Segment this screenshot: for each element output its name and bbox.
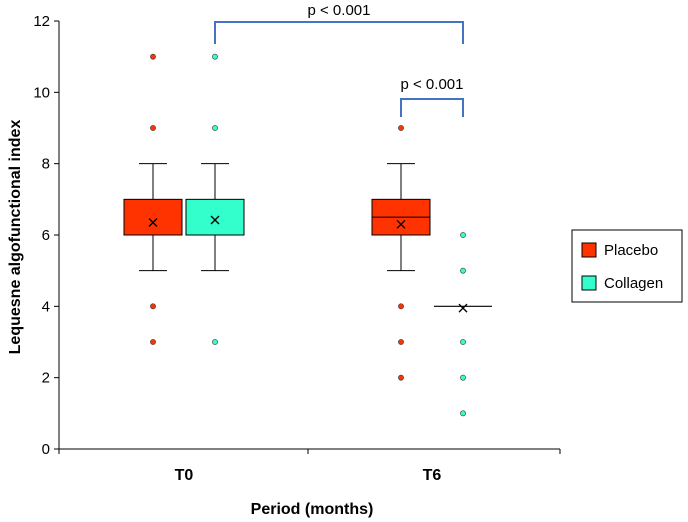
- significance-annotations: p < 0.001 p < 0.001: [214, 2, 464, 117]
- legend-swatch-placebo: [581, 242, 597, 258]
- y-tick-label: 4: [42, 298, 50, 315]
- y-tick-label: 10: [33, 84, 50, 101]
- y-tick-label: 6: [42, 227, 50, 244]
- significance-bracket: p < 0.001: [400, 76, 464, 117]
- p-value-label: p < 0.001: [401, 76, 464, 93]
- plot-area: [123, 53, 492, 417]
- outlier-point: [212, 53, 218, 60]
- y-axis: 0 2 4 6 8 10 12: [33, 13, 60, 458]
- outlier-point: [460, 267, 466, 274]
- outlier-point: [398, 339, 404, 345]
- p-value-label: p < 0.001: [308, 2, 371, 19]
- box-collagen-t0: [185, 53, 245, 345]
- bracket-line: [214, 21, 464, 44]
- box-placebo-t0: [123, 53, 183, 345]
- legend: Placebo Collagen: [571, 229, 683, 303]
- outlier-point: [150, 339, 156, 345]
- outlier-point: [150, 303, 156, 310]
- y-tick-label: 2: [42, 370, 50, 387]
- bracket-line: [400, 98, 464, 117]
- x-tick-label: T0: [175, 467, 194, 484]
- outlier-point: [460, 232, 466, 238]
- y-tick-label: 12: [33, 13, 50, 30]
- y-axis-label: Lequesne algofunctional index: [7, 120, 24, 355]
- outlier-point: [398, 374, 404, 381]
- legend-label-placebo: Placebo: [604, 242, 658, 259]
- outlier-point: [398, 125, 404, 131]
- outlier-point: [460, 410, 466, 417]
- outlier-point: [212, 125, 218, 131]
- y-tick-label: 0: [42, 441, 50, 458]
- box-placebo-t6: [371, 125, 431, 381]
- box-collagen-t6: [434, 232, 492, 417]
- mean-marker: [148, 218, 158, 227]
- iqr-box: [185, 198, 245, 236]
- outlier-point: [398, 303, 404, 310]
- x-tick-label: T6: [423, 467, 442, 484]
- x-axis: T0 T6: [58, 448, 561, 484]
- outlier-point: [460, 374, 466, 381]
- significance-bracket: p < 0.001: [214, 2, 464, 44]
- legend-swatch-collagen: [581, 275, 597, 291]
- mean-marker: [210, 215, 220, 225]
- outlier-point: [150, 125, 156, 131]
- y-tick-label: 8: [42, 156, 50, 173]
- outlier-point: [460, 339, 466, 345]
- outlier-point: [150, 53, 156, 60]
- x-axis-label: Period (months): [251, 501, 374, 518]
- mean-marker: [458, 303, 468, 313]
- outlier-point: [212, 339, 218, 345]
- iqr-box: [123, 198, 183, 236]
- mean-marker: [396, 219, 406, 229]
- legend-label-collagen: Collagen: [604, 275, 663, 292]
